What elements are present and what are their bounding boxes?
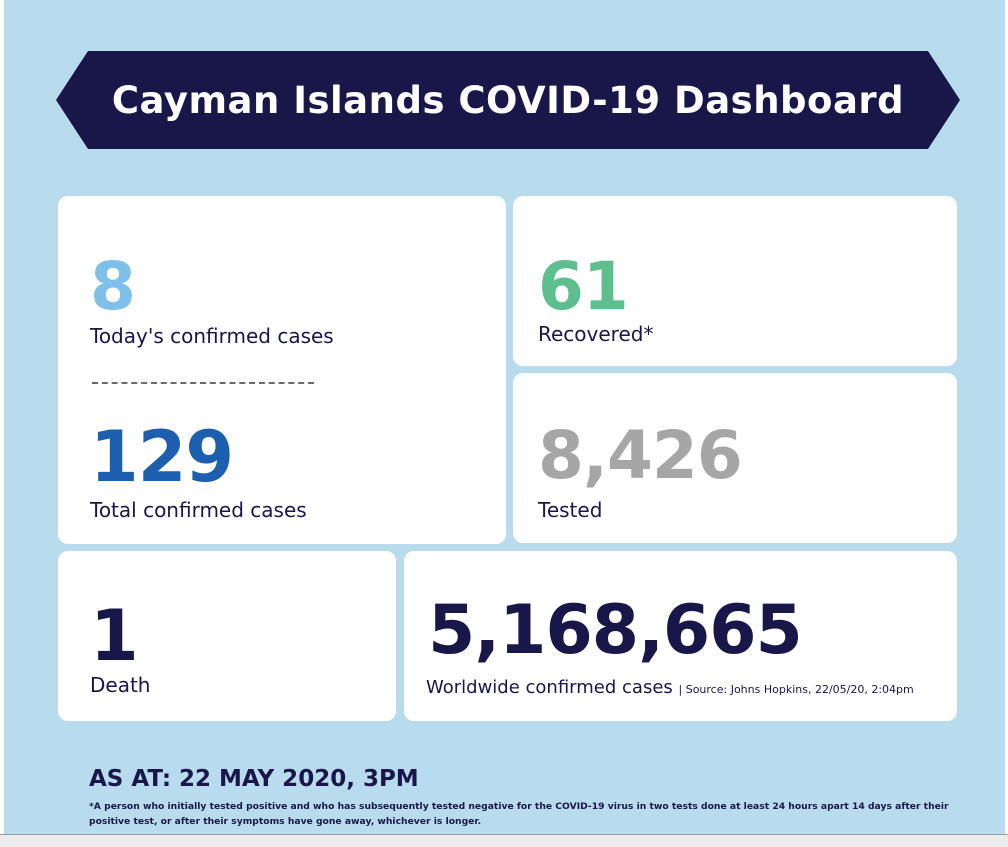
recovered-value: 61: [538, 248, 629, 325]
as-at-date: AS AT: 22 MAY 2020, 3PM: [89, 766, 419, 792]
worldwide-label: Worldwide confirmed cases: [426, 677, 673, 698]
tested-label: Tested: [538, 498, 603, 522]
cases-divider: [92, 382, 314, 384]
death-card: 1 Death: [58, 551, 396, 721]
total-cases-label: Total confirmed cases: [90, 498, 307, 522]
today-cases-value: 8: [90, 248, 136, 325]
title-banner: Cayman Islands COVID-19 Dashboard: [56, 51, 960, 149]
death-value: 1: [90, 595, 139, 677]
death-label: Death: [90, 673, 151, 697]
worldwide-source: | Source: Johns Hopkins, 22/05/20, 2:04p…: [678, 683, 914, 696]
recovered-footnote: *A person who initially tested positive …: [89, 801, 949, 827]
confirmed-cases-card: 8 Today's confirmed cases 129 Total conf…: [58, 196, 506, 544]
recovered-label: Recovered*: [538, 322, 654, 346]
worldwide-value: 5,168,665: [428, 591, 803, 670]
window-bottom-edge: [0, 834, 1008, 847]
tested-card: 8,426 Tested: [513, 373, 957, 543]
recovered-card: 61 Recovered*: [513, 196, 957, 366]
today-cases-label: Today's confirmed cases: [90, 324, 334, 348]
page-title: Cayman Islands COVID-19 Dashboard: [111, 78, 905, 122]
worldwide-label-row: Worldwide confirmed cases | Source: John…: [426, 677, 914, 698]
tested-value: 8,426: [538, 417, 743, 494]
total-cases-value: 129: [90, 416, 234, 498]
worldwide-card: 5,168,665 Worldwide confirmed cases | So…: [404, 551, 957, 721]
